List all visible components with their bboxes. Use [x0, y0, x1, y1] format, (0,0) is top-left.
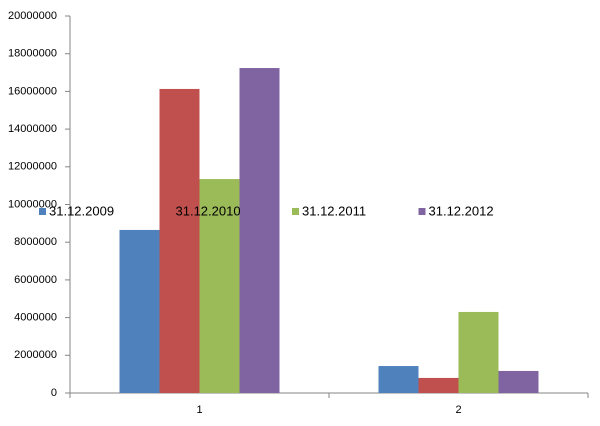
- bar: [498, 370, 539, 393]
- bar: [239, 68, 280, 393]
- legend-marker: [292, 208, 299, 215]
- legend-label: 31.12.2009: [49, 203, 114, 218]
- legend-label: 31.12.2012: [429, 203, 494, 218]
- bar: [159, 88, 200, 394]
- bar: [119, 229, 160, 393]
- legend-marker: [165, 208, 173, 215]
- legend-label: 31.12.2010: [176, 203, 241, 218]
- y-tick-label: 8000000: [14, 236, 57, 248]
- y-tick-label: 4000000: [14, 312, 57, 324]
- bar: [458, 311, 499, 393]
- legend-label: 31.12.2011: [302, 203, 366, 218]
- y-tick-label: 0: [51, 387, 57, 399]
- y-tick-label: 2000000: [14, 349, 57, 361]
- y-tick-label: 10000000: [8, 198, 57, 210]
- x-tick-label: 1: [196, 404, 202, 416]
- bar: [418, 377, 459, 393]
- bar: [199, 179, 240, 393]
- y-tick-label: 16000000: [8, 85, 57, 97]
- x-tick-label: 2: [455, 404, 461, 416]
- bar: [378, 366, 419, 393]
- legend-marker: [39, 208, 46, 215]
- y-tick-label: 12000000: [8, 161, 57, 173]
- y-tick-label: 14000000: [8, 123, 57, 135]
- y-tick-label: 18000000: [8, 48, 57, 60]
- y-tick-label: 20000000: [8, 10, 57, 22]
- y-tick-label: 6000000: [14, 274, 57, 286]
- legend-marker: [418, 208, 426, 215]
